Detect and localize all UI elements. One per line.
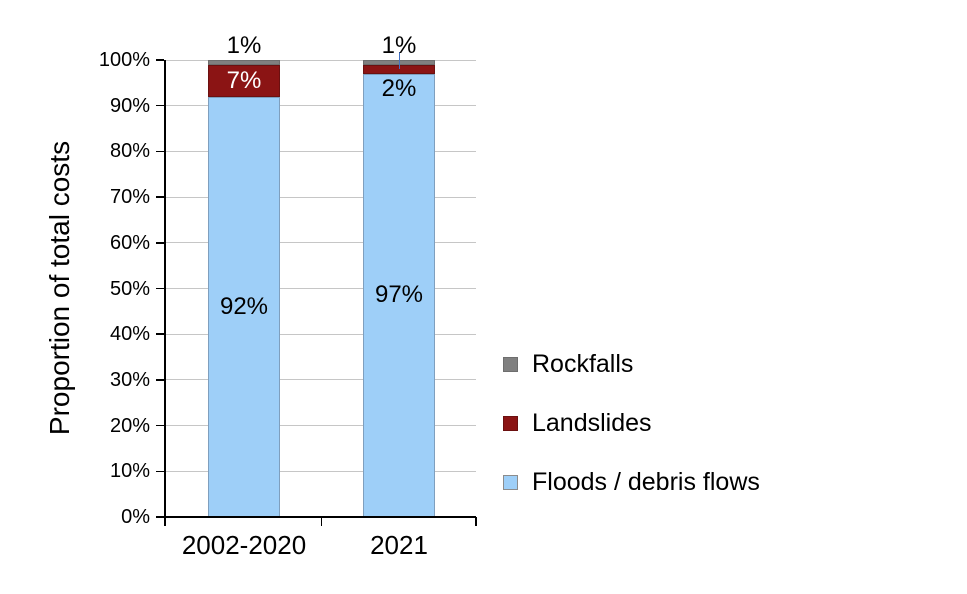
legend: Rockfalls Landslides Floods / debris flows — [503, 351, 760, 528]
bar-segment-rockfalls — [208, 60, 280, 65]
data-label-leader-line — [398, 52, 400, 70]
y-tick — [156, 150, 164, 153]
legend-label: Floods / debris flows — [532, 468, 760, 496]
y-tick-label: 0% — [121, 506, 150, 528]
data-label-floods: 97% — [374, 281, 424, 309]
legend-item: Landslides — [503, 410, 760, 436]
y-tick-label: 90% — [109, 94, 150, 117]
gridline — [166, 470, 476, 472]
y-tick-label: 10% — [109, 460, 150, 483]
legend-item: Rockfalls — [503, 351, 760, 377]
gridline — [166, 333, 476, 335]
data-label-landslides: 2% — [381, 74, 417, 102]
data-label-rockfalls: 1% — [226, 32, 262, 59]
gridline — [166, 242, 476, 244]
y-tick-label: 60% — [109, 231, 150, 254]
bar-segment-floods: 92% — [208, 96, 280, 517]
data-label-floods: 92% — [219, 292, 269, 320]
legend-marker-icon — [503, 415, 518, 431]
data-label-rockfalls: 1% — [381, 32, 417, 59]
y-tick — [156, 333, 164, 335]
y-tick — [156, 470, 164, 473]
gridline — [166, 105, 476, 107]
y-tick — [156, 424, 164, 427]
y-axis-line — [164, 60, 166, 519]
y-tick — [156, 104, 164, 107]
y-tick — [156, 287, 164, 290]
y-tick-label: 20% — [109, 414, 150, 437]
y-tick — [156, 516, 164, 518]
gridline — [166, 150, 476, 152]
y-tick-label: 100% — [98, 49, 150, 71]
legend-label: Rockfalls — [532, 350, 634, 378]
x-tick — [320, 517, 322, 526]
y-tick-label: 80% — [109, 140, 150, 163]
y-tick — [156, 196, 164, 198]
gridline — [166, 425, 476, 427]
y-tick-label: 30% — [109, 368, 150, 391]
y-tick — [156, 379, 164, 381]
legend-label: Landslides — [532, 409, 652, 437]
y-tick-label: 40% — [109, 323, 150, 346]
legend-marker-icon — [503, 474, 518, 490]
data-label-landslides: 7% — [226, 66, 262, 94]
legend-item: Floods / debris flows — [503, 469, 760, 495]
y-tick — [156, 59, 164, 61]
x-category-label: 2002-2020 — [181, 530, 307, 560]
legend-marker-icon — [503, 356, 518, 372]
y-tick — [156, 242, 164, 244]
bar-segment-landslides: 7% — [208, 64, 280, 97]
gridline — [166, 196, 476, 198]
gridline — [166, 288, 476, 289]
gridline — [166, 379, 476, 381]
x-tick — [475, 517, 477, 526]
x-tick — [164, 517, 166, 526]
y-tick-label: 50% — [109, 277, 150, 300]
y-tick-label: 70% — [109, 186, 150, 209]
x-category-label: 2021 — [370, 530, 428, 560]
gridline — [166, 59, 476, 61]
x-axis-line — [164, 516, 476, 518]
bar-segment-floods: 97% — [363, 73, 435, 517]
